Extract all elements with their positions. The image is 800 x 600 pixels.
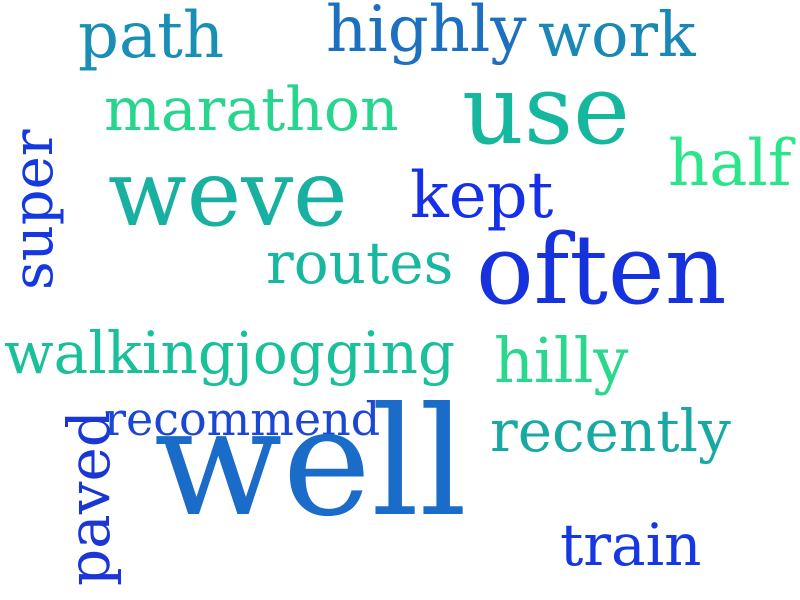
word-highly: highly [326,0,527,67]
word-kept: kept [410,159,554,233]
word-train: train [560,511,702,579]
word-walkingjogging: walkingjogging [4,319,456,387]
word-path: path [78,0,225,73]
word-work: work [538,0,696,71]
word-marathon: marathon [104,75,399,145]
word-recently: recently [490,397,731,465]
word-use: use [462,54,630,166]
word-often: often [476,214,727,326]
word-well: well [154,376,468,550]
word-weve: weve [108,140,348,247]
word-hilly: hilly [494,324,629,397]
word-super: super [1,129,66,290]
word-routes: routes [266,229,454,297]
word-recommend: recommend [104,392,381,446]
word-half: half [668,127,792,201]
